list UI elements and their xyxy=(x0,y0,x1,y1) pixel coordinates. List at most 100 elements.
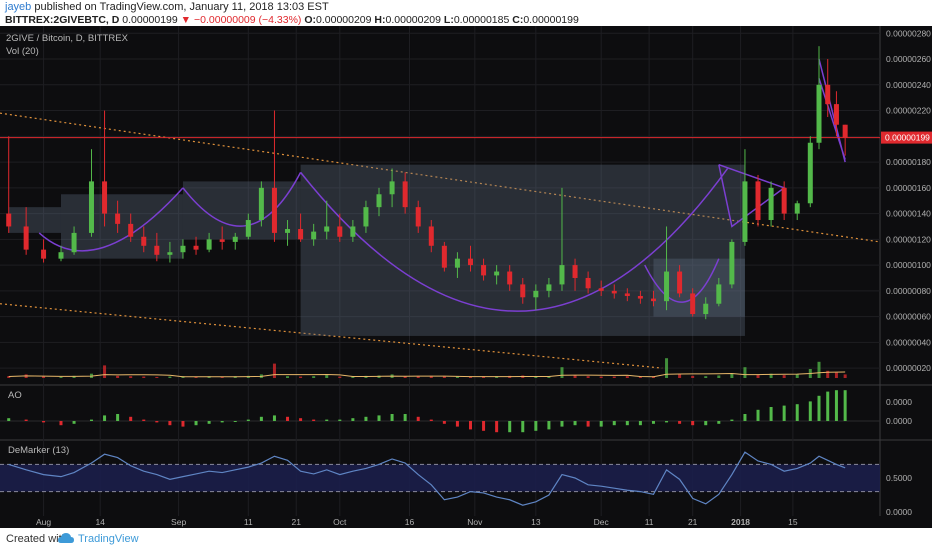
volume-bar xyxy=(730,373,734,378)
candle-body xyxy=(102,181,108,214)
volume-bar xyxy=(59,376,63,378)
volume-bar xyxy=(704,376,708,378)
volume-bar xyxy=(795,374,799,378)
candle-body xyxy=(232,236,238,242)
ao-bar xyxy=(103,415,107,421)
volume-bar xyxy=(72,375,76,378)
volume-bar xyxy=(782,375,786,378)
volume-bar xyxy=(665,358,669,378)
volume-bars xyxy=(7,358,847,378)
volume-bar xyxy=(142,376,146,378)
ao-bar xyxy=(782,405,786,421)
candle-body xyxy=(729,241,735,285)
volume-bar xyxy=(442,376,446,378)
ao-bar xyxy=(691,421,695,426)
candle-body xyxy=(664,271,670,302)
demarker-label: DeMarker (13) xyxy=(8,445,69,456)
price-tick-label: 0.00000140 xyxy=(886,209,931,219)
author-link[interactable]: jayeb xyxy=(5,1,32,13)
volume-bar xyxy=(403,376,407,378)
volume-bar xyxy=(429,375,433,378)
ao-bar xyxy=(612,421,616,426)
candle-body xyxy=(41,249,47,259)
ao-bar xyxy=(272,415,276,421)
volume-bar xyxy=(547,376,551,378)
ao-bar xyxy=(7,418,11,421)
demarker-band xyxy=(0,464,880,492)
publish-line: jayeb published on TradingView.com, Janu… xyxy=(5,1,329,13)
volume-bar xyxy=(843,374,847,378)
volume-bar xyxy=(325,375,329,378)
candle-body xyxy=(690,293,696,315)
candle-body xyxy=(311,231,317,240)
volume-bar xyxy=(573,375,577,378)
chart-background xyxy=(0,26,932,528)
ao-bar xyxy=(730,419,734,421)
date-tick-label: 2018 xyxy=(731,517,750,527)
ao-bar xyxy=(59,421,63,426)
ao-bar xyxy=(168,421,172,426)
ao-bar xyxy=(826,391,830,421)
date-tick-label: 21 xyxy=(688,517,698,527)
demarker-tick-label: 0.0000 xyxy=(886,507,912,517)
volume-bar xyxy=(416,376,420,378)
tradingview-link[interactable]: TradingView xyxy=(78,533,139,545)
volume-bar xyxy=(129,376,133,378)
ao-bar xyxy=(468,421,472,430)
ao-bar xyxy=(299,418,303,421)
low-value: 0.00000185 xyxy=(453,14,510,26)
date-tick-label: Dec xyxy=(594,517,610,527)
candle-body xyxy=(624,293,630,297)
candle-body xyxy=(755,181,761,221)
ao-bar xyxy=(246,419,250,421)
volume-bar xyxy=(769,373,773,378)
volume-bar xyxy=(691,375,695,378)
low-label: L: xyxy=(443,14,454,26)
candles xyxy=(6,46,848,320)
ao-bar xyxy=(338,419,342,421)
candle-body xyxy=(23,226,29,250)
candle-body xyxy=(324,226,330,232)
close-label: C: xyxy=(512,14,524,26)
open-value: 0.00000209 xyxy=(316,14,372,26)
candle-body xyxy=(141,236,147,246)
ao-bar xyxy=(547,421,551,430)
created-with-label: Created with xyxy=(6,533,68,545)
ao-bar xyxy=(455,421,459,427)
ao-bar xyxy=(743,414,747,421)
volume-bar xyxy=(286,376,290,378)
main-pane-title: 2GIVE / Bitcoin, D, BITTREX xyxy=(6,33,129,44)
date-tick-label: Oct xyxy=(333,517,347,527)
candle-body xyxy=(533,290,539,298)
ao-tick-label: 0.0000 xyxy=(886,397,912,407)
price-tick-label: 0.00000220 xyxy=(886,106,931,116)
publish-info: published on TradingView.com, January 11… xyxy=(34,1,329,13)
candle-body xyxy=(128,223,134,237)
ao-bar xyxy=(233,421,237,422)
ao-bar xyxy=(403,414,407,421)
ao-bar xyxy=(42,421,46,423)
volume-bar xyxy=(586,376,590,378)
ao-bar xyxy=(843,390,847,421)
ao-bar xyxy=(286,416,290,421)
price-tick-label: 0.00000280 xyxy=(886,28,931,38)
ao-bar xyxy=(207,421,211,424)
ao-bar xyxy=(416,416,420,421)
candle-body xyxy=(807,142,813,204)
demarker-line xyxy=(8,451,846,506)
price-tick-label: 0.00000120 xyxy=(886,234,931,244)
ao-bar xyxy=(651,421,655,424)
shaded-area-3 xyxy=(182,181,301,240)
demarker-tick-label: 0.5000 xyxy=(886,473,912,483)
chart-canvas[interactable]: 0.00000280 0.00000260 0.00000240 0.00000220… xyxy=(0,26,932,528)
date-tick-label: 13 xyxy=(531,517,541,527)
down-arrow-icon: ▼ xyxy=(180,14,192,26)
date-tick-label: 16 xyxy=(405,517,415,527)
candle-body xyxy=(559,265,565,285)
current-price-label: 0.00000199 xyxy=(885,133,930,143)
candle-body xyxy=(794,203,800,214)
candle-body xyxy=(350,226,356,237)
candle-body xyxy=(363,207,369,227)
close-value: 0.00000199 xyxy=(523,14,579,26)
candle-body xyxy=(520,284,526,298)
